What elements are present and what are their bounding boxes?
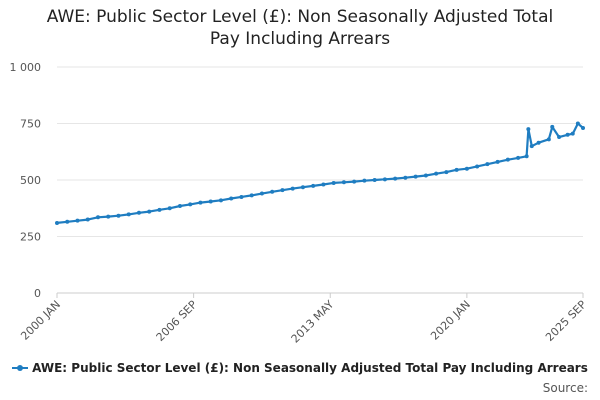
data-point[interactable] — [557, 135, 562, 140]
tick-labels: 0 250 500 750 1 000 2000 JAN 2006 SEP 2013 MAY 2… — [10, 61, 590, 346]
data-point[interactable] — [341, 180, 346, 185]
y-tick-label: 250 — [20, 231, 41, 244]
data-point[interactable] — [208, 199, 213, 204]
data-point[interactable] — [249, 193, 254, 198]
x-tick-label: 2020 JAN — [428, 298, 473, 343]
data-point[interactable] — [444, 170, 449, 175]
data-point[interactable] — [75, 218, 80, 223]
data-point[interactable] — [188, 202, 193, 207]
data-point[interactable] — [239, 194, 244, 199]
y-tick-label: 1 000 — [10, 61, 42, 74]
data-point[interactable] — [259, 191, 264, 196]
data-point[interactable] — [157, 207, 162, 212]
data-point[interactable] — [126, 212, 131, 217]
data-point[interactable] — [565, 132, 570, 137]
data-point[interactable] — [167, 206, 172, 211]
data-point[interactable] — [570, 131, 575, 136]
data-point[interactable] — [581, 126, 585, 131]
y-tick-label: 0 — [34, 287, 41, 300]
y-tick-label: 500 — [20, 174, 41, 187]
data-point[interactable] — [106, 214, 111, 219]
data-point[interactable] — [382, 177, 387, 182]
gridlines — [57, 66, 583, 237]
data-point[interactable] — [95, 215, 100, 220]
data-point[interactable] — [434, 171, 439, 176]
data-point[interactable] — [85, 217, 90, 222]
data-point[interactable] — [526, 127, 531, 132]
data-point[interactable] — [352, 179, 357, 184]
legend[interactable]: AWE: Public Sector Level (£): Non Season… — [0, 361, 600, 375]
data-point[interactable] — [300, 185, 305, 190]
data-point[interactable] — [177, 203, 182, 208]
data-point[interactable] — [321, 182, 326, 187]
x-tick-label: 2006 SEP — [154, 298, 200, 344]
chart-title-line-1: AWE: Public Sector Level (£): Non Season… — [46, 7, 554, 27]
data-point[interactable] — [136, 210, 141, 215]
source-label: Source: — [542, 381, 588, 395]
data-point[interactable] — [362, 178, 367, 183]
data-point[interactable] — [290, 186, 295, 191]
x-tick-label: 2000 JAN — [18, 298, 63, 343]
axes — [56, 292, 584, 298]
data-point[interactable] — [524, 154, 529, 159]
data-point[interactable] — [403, 175, 408, 180]
data-point[interactable] — [495, 159, 500, 164]
legend-label: AWE: Public Sector Level (£): Non Season… — [32, 361, 588, 375]
chart-title-line-2: Pay Including Arrears — [209, 29, 391, 49]
data-point[interactable] — [229, 196, 234, 201]
data-point[interactable] — [529, 144, 534, 149]
data-point[interactable] — [475, 164, 480, 169]
data-point[interactable] — [464, 166, 469, 171]
data-point[interactable] — [505, 157, 510, 162]
data-point[interactable] — [423, 173, 428, 178]
series-line — [56, 122, 584, 224]
data-point[interactable] — [413, 174, 418, 179]
data-point[interactable] — [198, 200, 203, 205]
data-point[interactable] — [218, 198, 223, 203]
data-point[interactable] — [55, 220, 59, 225]
x-tick-label: 2013 MAY — [289, 298, 337, 346]
series-layer — [55, 121, 585, 225]
data-point[interactable] — [393, 176, 398, 181]
data-point[interactable] — [280, 188, 285, 193]
chart-title: AWE: Public Sector Level (£): Non Season… — [0, 6, 600, 50]
data-point[interactable] — [454, 167, 459, 172]
legend-marker — [12, 363, 29, 373]
data-point[interactable] — [331, 180, 336, 185]
data-point[interactable] — [575, 121, 580, 126]
data-point[interactable] — [546, 137, 551, 142]
data-point[interactable] — [65, 219, 70, 224]
data-point[interactable] — [116, 213, 121, 218]
y-tick-label: 750 — [20, 118, 41, 131]
data-point[interactable] — [311, 183, 316, 188]
data-point[interactable] — [372, 178, 377, 182]
data-point[interactable] — [536, 140, 541, 145]
data-point[interactable] — [147, 209, 152, 214]
data-point[interactable] — [270, 189, 275, 194]
data-point[interactable] — [516, 155, 521, 160]
data-point[interactable] — [550, 124, 555, 129]
data-point[interactable] — [485, 162, 490, 167]
x-tick-label: 2025 SEP — [543, 298, 589, 344]
